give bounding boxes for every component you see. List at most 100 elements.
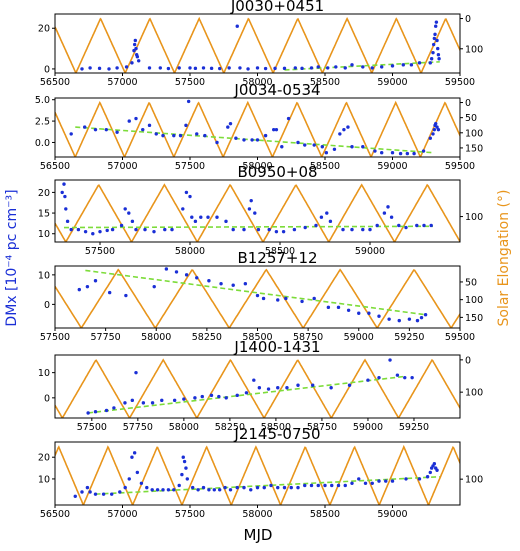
data-point — [390, 64, 395, 68]
data-point — [134, 46, 138, 51]
panel-frame — [54, 179, 461, 243]
data-point — [110, 492, 114, 496]
data-point — [235, 24, 239, 28]
data-point — [434, 24, 438, 28]
panel-title: B0950+08 — [237, 163, 317, 181]
data-point — [123, 401, 127, 405]
data-point — [346, 308, 351, 312]
y2-tick-label: 150 — [465, 143, 483, 154]
data-point — [336, 483, 341, 488]
x-tick-label: 57000 — [107, 509, 137, 520]
x-tick-label: 59000 — [344, 332, 374, 343]
data-point — [170, 227, 174, 232]
solar-elongation-line — [55, 100, 460, 157]
data-point — [115, 130, 119, 134]
y-tick-label: 2.5 — [35, 117, 50, 128]
data-point — [130, 398, 135, 403]
data-point — [409, 63, 414, 67]
data-point — [387, 317, 391, 321]
x-tick-label: 56500 — [40, 161, 70, 172]
data-point — [137, 59, 141, 63]
data-point — [177, 483, 181, 488]
data-point — [373, 149, 377, 153]
data-point — [246, 67, 250, 71]
data-point — [62, 182, 66, 186]
data-point — [336, 305, 341, 310]
data-point — [255, 138, 260, 142]
data-point — [417, 61, 422, 65]
x-tick-label: 56500 — [40, 77, 70, 88]
data-point — [350, 481, 354, 485]
data-point — [185, 477, 189, 481]
x-tick-label: 58000 — [141, 332, 171, 343]
data-point — [188, 194, 192, 199]
y-tick-label: 20 — [38, 453, 50, 464]
data-point — [303, 143, 307, 147]
trend-line — [63, 225, 434, 229]
data-point — [73, 494, 77, 499]
data-point — [150, 401, 155, 405]
data-point — [436, 52, 441, 57]
x-tick-label: 59000 — [377, 161, 407, 172]
data-point — [390, 479, 395, 483]
x-tick-label: 58000 — [242, 509, 272, 520]
data-point — [182, 459, 187, 464]
data-point — [141, 401, 146, 405]
data-point — [303, 483, 307, 488]
data-point — [77, 287, 82, 292]
data-point — [249, 198, 253, 203]
x-tick-label: 59500 — [445, 332, 475, 343]
data-point — [404, 477, 408, 481]
y-tick-label: 15 — [38, 209, 50, 220]
data-point — [314, 223, 318, 228]
data-point — [303, 225, 307, 230]
data-point — [63, 194, 67, 199]
data-point — [231, 283, 235, 287]
y-tick-label: 10 — [38, 474, 50, 485]
data-point — [242, 138, 246, 142]
data-point — [272, 127, 276, 132]
trend-line — [75, 126, 434, 154]
data-point — [276, 386, 280, 390]
data-point — [435, 468, 439, 472]
y2-tick-label: 100 — [465, 295, 483, 306]
data-point — [341, 227, 345, 232]
data-point — [97, 66, 102, 71]
data-point — [177, 66, 181, 70]
data-point — [280, 145, 284, 149]
data-point — [212, 488, 216, 492]
data-point — [319, 215, 324, 219]
data-point — [83, 229, 88, 234]
data-point — [342, 127, 346, 132]
solar-elongation-line — [55, 268, 460, 328]
x-tick-label: 57000 — [107, 77, 137, 88]
data-point — [419, 315, 424, 320]
data-point — [338, 132, 342, 136]
data-point — [296, 140, 300, 145]
data-point — [228, 488, 233, 492]
data-point — [98, 229, 102, 234]
data-point — [180, 472, 184, 477]
data-point — [343, 66, 347, 70]
data-point — [320, 145, 324, 149]
x-tick-label: 57750 — [123, 422, 153, 433]
data-point — [147, 66, 152, 70]
data-point — [428, 136, 432, 140]
solar-elongation-line — [55, 16, 460, 73]
y2-tick-label: 50 — [465, 113, 477, 124]
x-axis-label: MJD — [244, 526, 273, 544]
data-point — [316, 483, 320, 488]
data-point — [428, 470, 432, 475]
data-point — [139, 481, 144, 485]
data-point — [107, 290, 112, 295]
data-point — [377, 479, 381, 483]
data-point — [431, 42, 436, 47]
data-point — [293, 66, 297, 70]
data-point — [181, 207, 185, 211]
data-point — [433, 32, 437, 37]
panel-title: J2145-0750 — [233, 425, 320, 443]
data-point — [435, 38, 439, 43]
panel-5: J1400-1431 57500 57750 58000 58250 58500 58750… — [38, 338, 483, 433]
data-point — [133, 38, 138, 43]
data-point — [263, 66, 268, 71]
